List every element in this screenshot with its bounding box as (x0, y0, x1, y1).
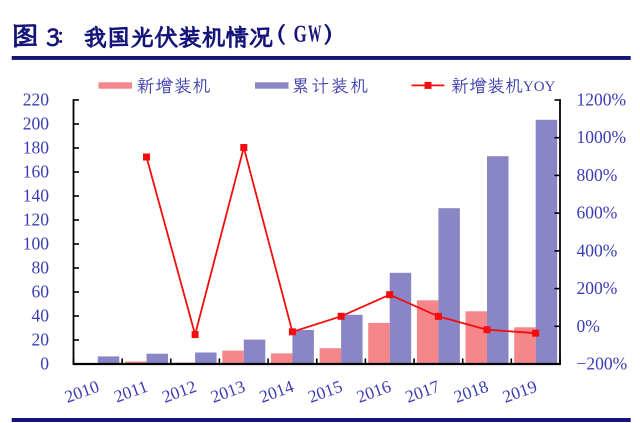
svg-text:220: 220 (23, 90, 50, 110)
svg-text:40: 40 (32, 306, 50, 326)
svg-text:140: 140 (23, 186, 50, 206)
svg-text:180: 180 (23, 138, 50, 158)
svg-text:200%: 200% (577, 278, 618, 298)
svg-text:160: 160 (23, 162, 50, 182)
svg-text:0%: 0% (577, 316, 600, 336)
svg-text:400%: 400% (577, 240, 618, 260)
svg-text:600%: 600% (577, 203, 618, 223)
svg-text:60: 60 (32, 282, 50, 302)
svg-text:120: 120 (23, 210, 50, 230)
svg-text:YOY: YOY (523, 79, 556, 95)
svg-text:1200%: 1200% (577, 90, 627, 110)
svg-text:100: 100 (23, 234, 50, 254)
svg-text:80: 80 (32, 258, 50, 278)
svg-text:0: 0 (40, 354, 49, 374)
svg-text:800%: 800% (577, 165, 618, 185)
svg-text:1000%: 1000% (577, 127, 627, 147)
svg-text:−200%: −200% (577, 354, 628, 374)
svg-text:20: 20 (32, 330, 50, 350)
svg-text:200: 200 (23, 114, 50, 134)
